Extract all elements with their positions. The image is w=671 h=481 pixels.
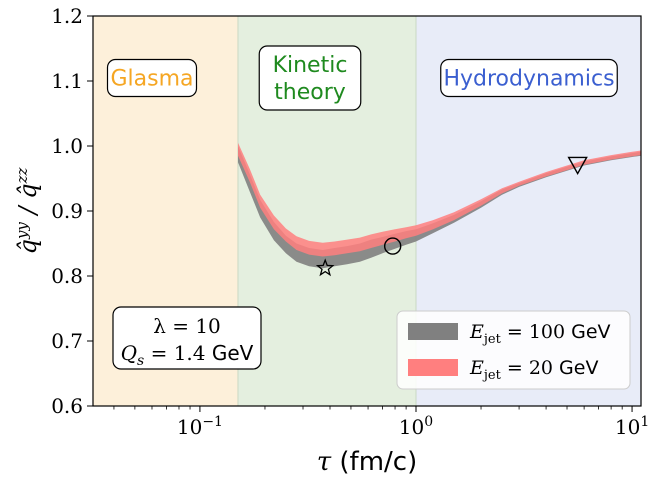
legend-swatch-1 bbox=[408, 359, 458, 376]
hydrodynamics-label-text: Hydrodynamics bbox=[443, 67, 614, 92]
parameter-qs: Qs = 1.4 GeV bbox=[121, 341, 254, 369]
y-tick-label: 0.6 bbox=[51, 394, 83, 418]
hydrodynamics-label-box bbox=[440, 58, 618, 98]
y-tick-label: 0.9 bbox=[51, 199, 83, 223]
kinetic-theory-label-text: Kinetic bbox=[273, 53, 348, 78]
parameter-box: λ = 10 Qs = 1.4 GeV bbox=[112, 306, 262, 370]
hydrodynamics-label: Hydrodynamics bbox=[440, 58, 618, 98]
y-tick-label: 1.1 bbox=[51, 69, 83, 93]
legend-swatch-0 bbox=[408, 323, 458, 340]
marker-star bbox=[315, 258, 335, 277]
glasma-label-text: Glasma bbox=[110, 67, 193, 92]
legend-label-0: Ejet = 100 GeV bbox=[469, 321, 611, 347]
kinetic-theory-label-text: theory bbox=[274, 80, 346, 105]
parameter-box-frame bbox=[112, 306, 262, 370]
legend: Ejet = 100 GeV Ejet = 20 GeV bbox=[396, 310, 631, 390]
parameter-lambda: λ = 10 bbox=[153, 314, 221, 338]
x-tick-label: 101 bbox=[615, 414, 649, 439]
legend-label-1: Ejet = 20 GeV bbox=[469, 357, 598, 383]
plot-area bbox=[238, 142, 641, 277]
marker-circle bbox=[383, 237, 402, 255]
glasma-label-box bbox=[106, 58, 198, 98]
x-axis-label: τ (fm/c) bbox=[317, 447, 417, 477]
x-tick-label: 10−1 bbox=[177, 414, 223, 439]
glasma-label: Glasma bbox=[106, 58, 198, 98]
y-tick-label: 1.0 bbox=[51, 134, 83, 158]
marker-triangle-down bbox=[567, 156, 588, 176]
y-tick-label: 0.7 bbox=[51, 329, 83, 353]
y-tick-label: 1.2 bbox=[51, 4, 83, 28]
x-tick-label: 100 bbox=[399, 414, 433, 439]
kinetic-theory-label-box bbox=[258, 45, 362, 111]
y-tick-label: 0.8 bbox=[51, 264, 83, 288]
y-axis-label: q̂yy / q̂zz bbox=[13, 167, 42, 254]
